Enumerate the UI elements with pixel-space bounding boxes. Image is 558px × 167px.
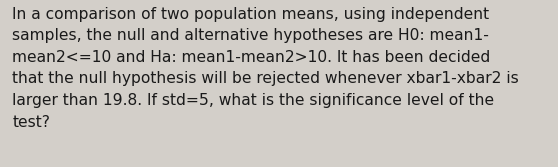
Text: In a comparison of two population means, using independent
samples, the null and: In a comparison of two population means,…: [12, 7, 519, 130]
